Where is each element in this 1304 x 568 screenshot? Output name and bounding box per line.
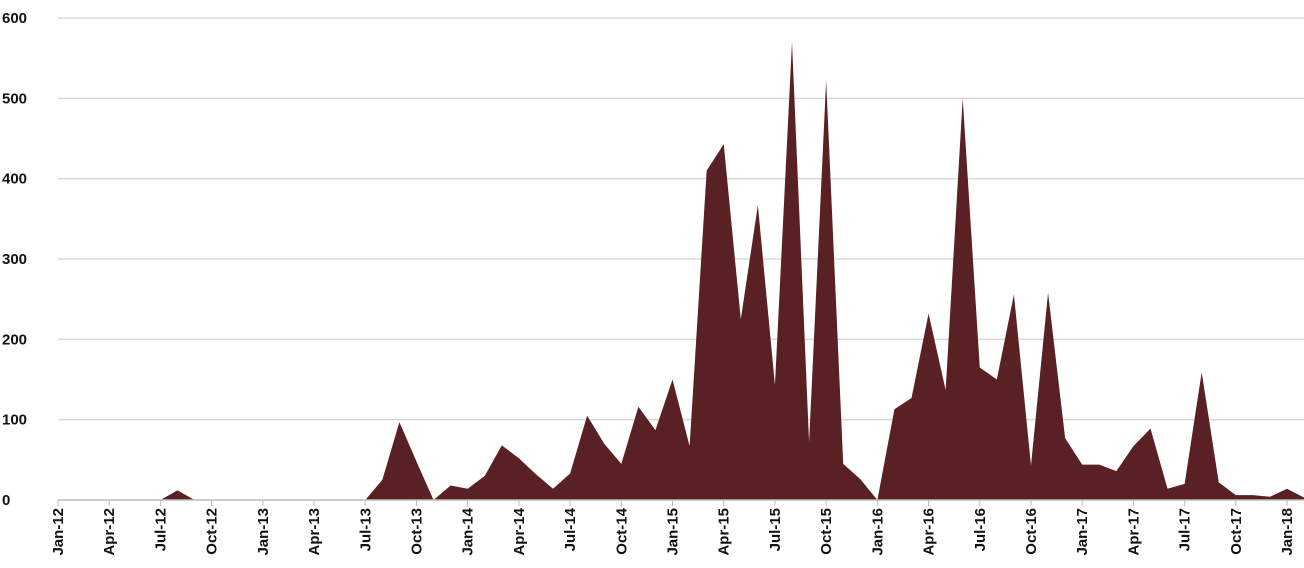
x-tick-label: Oct-13 [408,508,425,555]
x-tick-label: Apr-12 [101,508,118,556]
y-tick-label: 0 [2,492,10,509]
x-tick-label: Oct-12 [204,508,221,555]
x-tick-label: Jan-16 [869,508,886,556]
x-axis: Jan-12 Apr-12 Jul-12 Oct-12 Jan-13 Apr-13 Jul-… [50,500,1296,556]
y-gridlines [58,17,1304,421]
x-tick-label: Oct-17 [1228,508,1245,555]
x-tick-label: Oct-14 [613,507,630,554]
x-tick-label: Oct-16 [1023,508,1040,555]
x-tick-label: Jul-12 [152,508,169,551]
x-tick-label: Jan-17 [1074,508,1091,556]
y-tick-label: 400 [2,171,27,188]
x-tick-label: Jul-17 [1177,508,1194,551]
x-tick-label: Jan-15 [665,508,682,556]
y-tick-label: 200 [2,331,27,348]
x-tick-label: Oct-15 [818,508,835,555]
x-tick-label: Jul-16 [972,508,989,551]
y-axis: 0 100 200 300 400 500 600 [2,10,27,509]
x-tick-label: Jul-13 [357,508,374,551]
y-tick-label: 500 [2,90,27,107]
x-tick-label: Jan-13 [255,508,272,556]
x-tick-label: Jan-14 [460,507,477,555]
x-tick-label: Jul-14 [562,507,579,551]
x-tick-label: Apr-17 [1125,508,1142,556]
y-tick-label: 100 [2,412,27,429]
x-tick-label: Jan-18 [1279,508,1296,556]
series-area [58,42,1304,500]
x-tick-label: Apr-13 [306,508,323,556]
y-tick-label: 600 [2,10,27,27]
x-tick-label: Apr-15 [716,508,733,556]
x-tick-label: Jan-12 [50,508,67,556]
x-tick-label: Apr-14 [511,507,528,555]
x-tick-label: Apr-16 [921,508,938,556]
y-tick-label: 300 [2,251,27,268]
x-tick-label: Jul-15 [767,508,784,551]
